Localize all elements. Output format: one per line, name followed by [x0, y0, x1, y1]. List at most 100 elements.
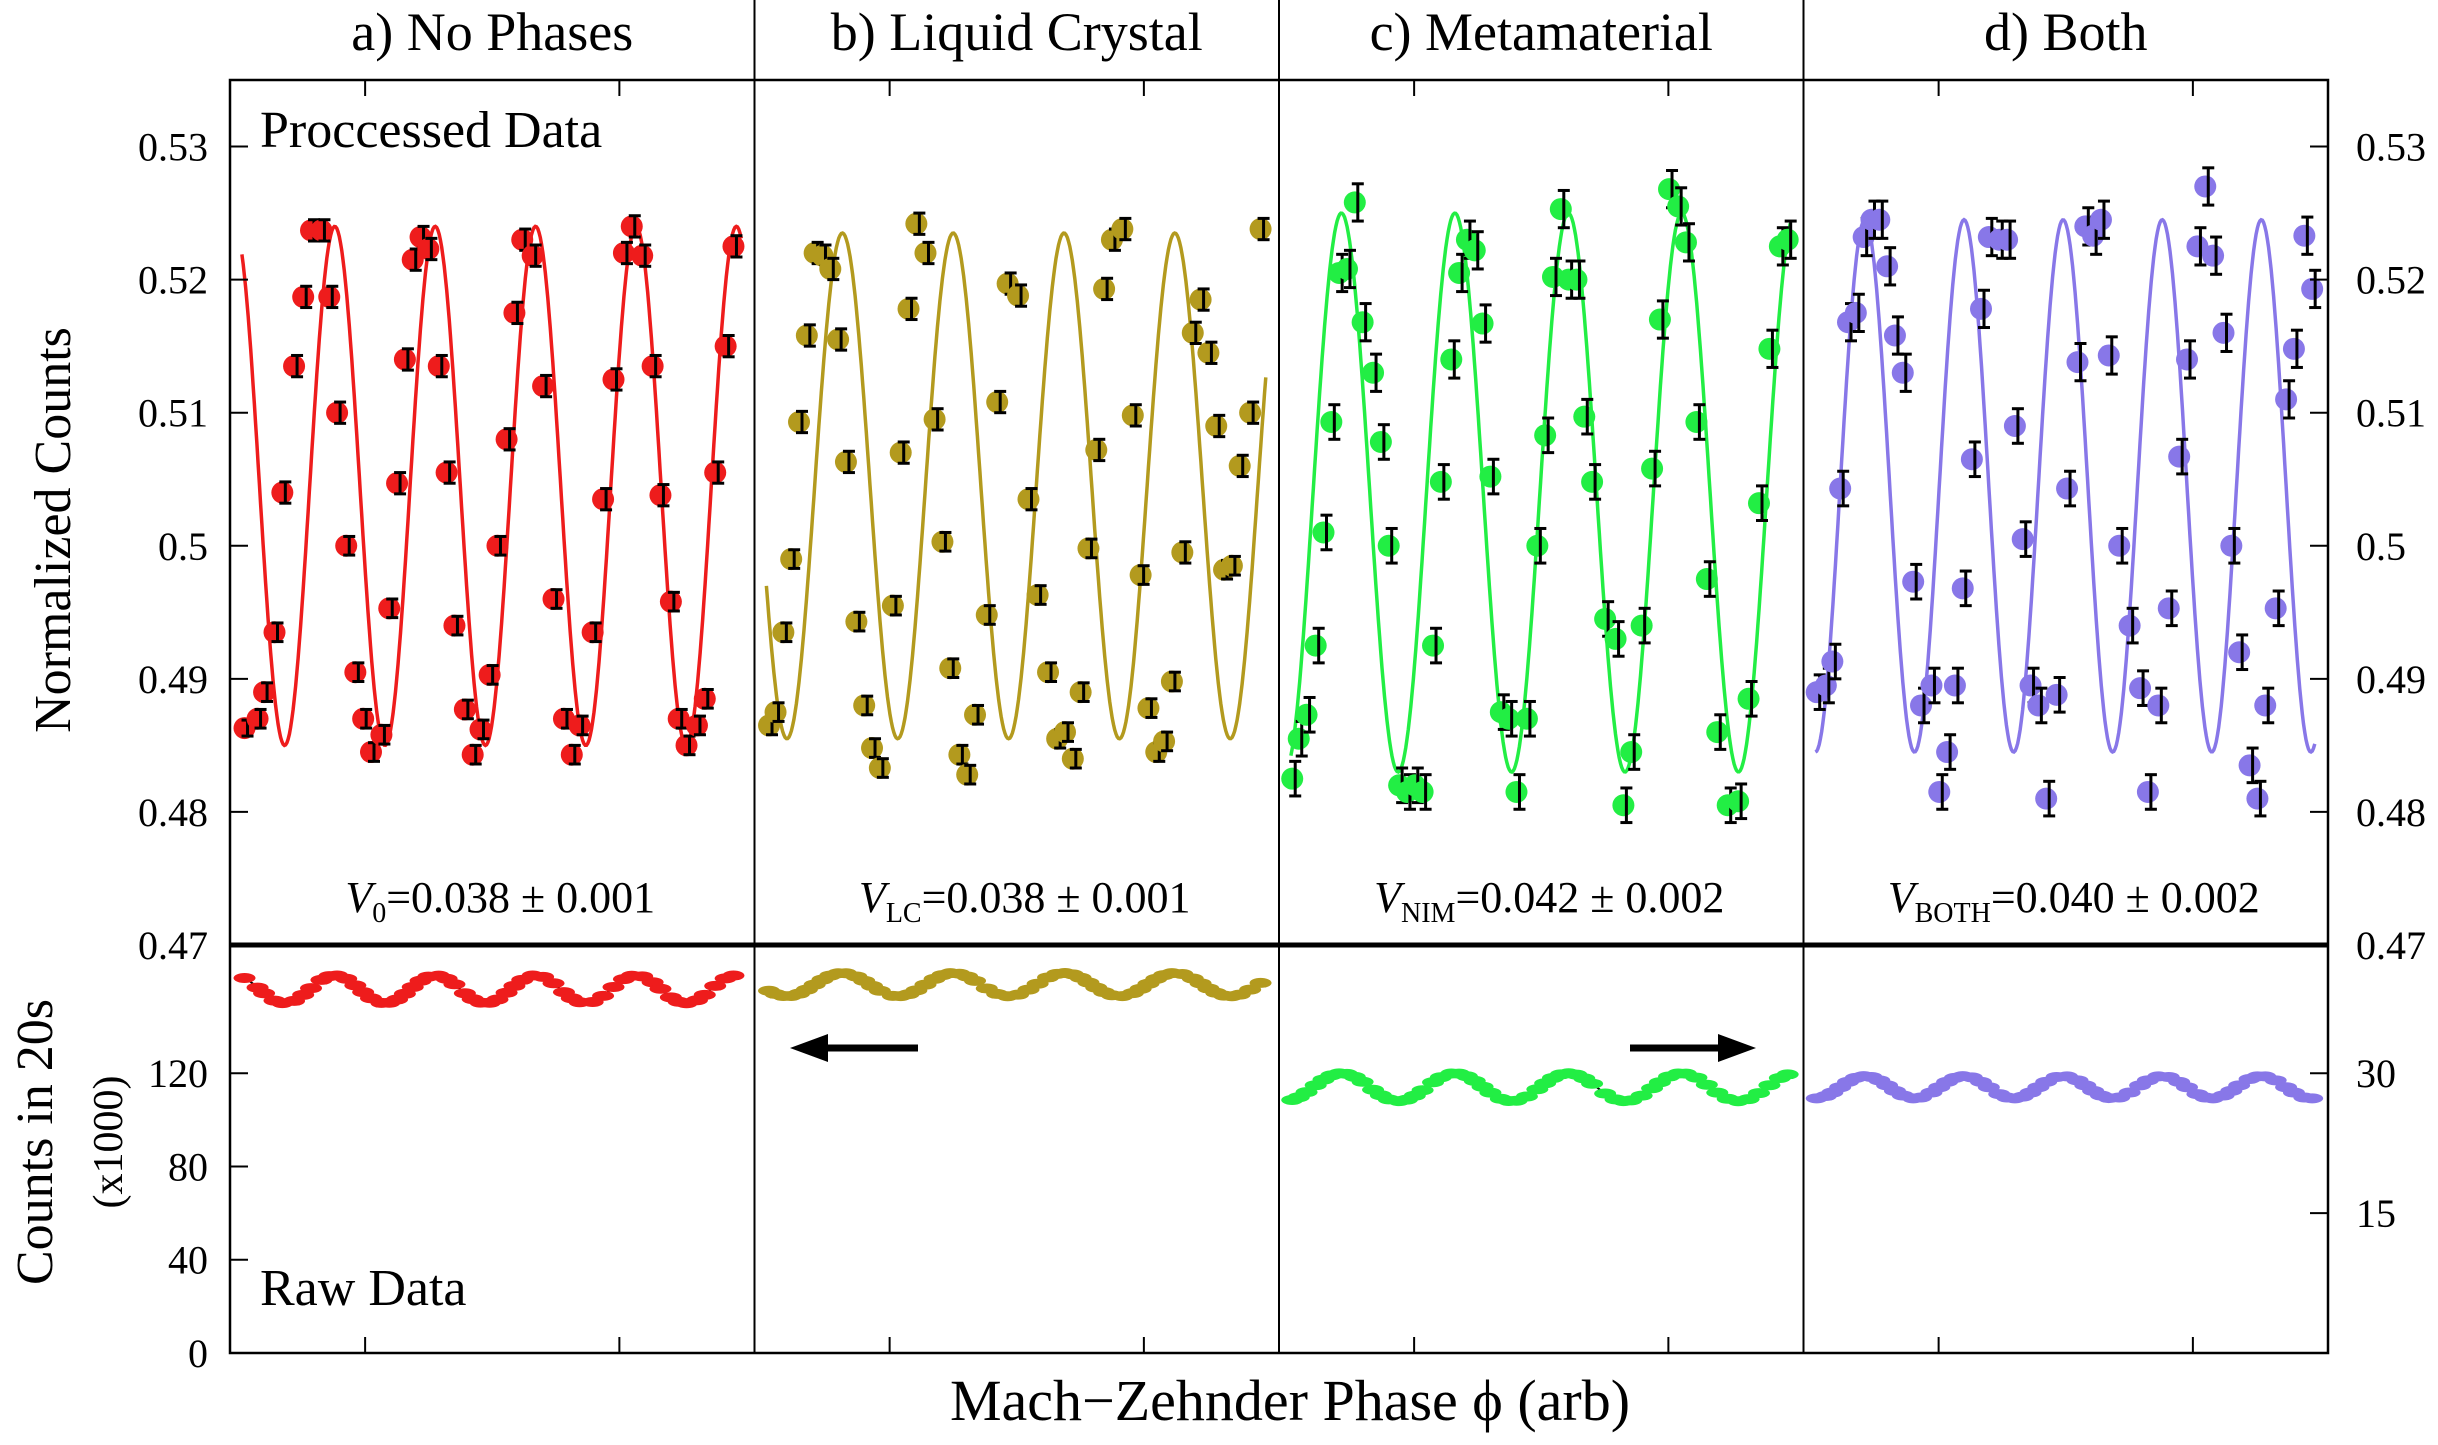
- top-left-tick-label: 0.48: [138, 790, 208, 835]
- data-points: [233, 166, 2324, 825]
- data-point: [1581, 470, 1604, 493]
- data-point: [2282, 337, 2305, 360]
- data-point: [1312, 521, 1335, 544]
- top-right-tick-label: 0.52: [2356, 258, 2426, 303]
- data-point: [1667, 195, 1690, 218]
- bottom-left-tick-label: 120: [148, 1051, 208, 1096]
- data-point: [592, 488, 615, 511]
- panel-title: c) Metamaterial: [1370, 2, 1713, 62]
- raw-data-point: [1630, 1090, 1653, 1101]
- fit-curve: [1289, 211, 1793, 774]
- data-point: [1239, 401, 1262, 424]
- bottom-right-tick-label: 15: [2356, 1191, 2396, 1236]
- data-point: [393, 348, 416, 371]
- raw-data-point: [649, 983, 672, 994]
- data-point: [631, 244, 654, 267]
- data-point: [1936, 741, 1959, 764]
- fit-curve: [764, 231, 1268, 741]
- data-point: [1695, 568, 1718, 591]
- raw-data-point: [602, 982, 625, 993]
- data-point: [478, 663, 501, 686]
- bottom-axis-label: Counts in 20s: [7, 999, 64, 1285]
- visibility-label: VNIM=0.042 ± 0.002: [1374, 873, 1724, 929]
- visibility-label: VLC=0.038 ± 0.001: [859, 873, 1191, 929]
- data-point: [1007, 284, 1030, 307]
- data-point: [568, 714, 591, 737]
- data-point: [704, 461, 727, 484]
- data-point: [2220, 534, 2243, 557]
- data-point: [659, 590, 682, 613]
- data-point: [2045, 683, 2068, 706]
- x-axis-label: Mach−Zehnder Phase ϕ (arb): [950, 1368, 1630, 1433]
- data-point: [1053, 721, 1076, 744]
- data-point: [2089, 208, 2112, 231]
- data-point: [1658, 178, 1681, 201]
- data-point: [1497, 707, 1520, 730]
- data-point: [532, 375, 555, 398]
- data-point: [1448, 261, 1471, 284]
- data-point: [318, 285, 341, 308]
- data-point: [1351, 311, 1374, 334]
- data-point: [1951, 577, 1974, 600]
- data-point: [2118, 614, 2141, 637]
- data-point: [2264, 597, 2287, 620]
- data-point: [511, 228, 534, 251]
- data-point: [1565, 268, 1588, 291]
- raw-data-point: [1747, 1088, 1770, 1099]
- data-point: [2035, 787, 2058, 810]
- top-right-tick-label: 0.5: [2356, 524, 2406, 569]
- data-point: [1422, 634, 1445, 657]
- top-left-tick-label: 0.51: [138, 391, 208, 436]
- raw-data-point: [964, 975, 987, 986]
- raw-data-point: [1515, 1091, 1538, 1102]
- data-point: [359, 741, 382, 764]
- data-point: [764, 701, 787, 724]
- data-point: [1189, 288, 1212, 311]
- data-point: [1121, 404, 1144, 427]
- data-point: [1910, 694, 1933, 717]
- data-point: [503, 301, 526, 324]
- data-point: [1526, 534, 1549, 557]
- visibility-label: VBOTH=0.040 ± 0.002: [1888, 873, 2260, 929]
- data-point: [1515, 707, 1538, 730]
- bottom-left-tick-label: 0: [188, 1331, 208, 1376]
- data-point: [2254, 694, 2277, 717]
- data-point: [486, 534, 509, 557]
- data-point: [344, 661, 367, 684]
- visibility-annotations: V0=0.038 ± 0.001 VLC=0.038 ± 0.001 VNIM=0.…: [345, 873, 2259, 929]
- data-point: [914, 242, 937, 264]
- panel-titles: a) No Phases b) Liquid Crystal c) Metamate…: [351, 2, 2147, 62]
- data-point: [923, 408, 946, 431]
- data-point: [2202, 244, 2225, 267]
- top-left-tick-label: 0.47: [138, 923, 208, 968]
- data-point: [641, 355, 664, 378]
- data-point: [1093, 277, 1116, 300]
- data-point: [271, 481, 294, 504]
- raw-data-label: Raw Data: [260, 1260, 466, 1317]
- data-point: [1228, 454, 1251, 477]
- data-point: [1320, 411, 1343, 434]
- data-point: [1758, 337, 1781, 360]
- fit-curve: [1814, 217, 2317, 755]
- data-point: [1181, 321, 1204, 344]
- panel-title: d) Both: [1984, 2, 2148, 62]
- data-point: [443, 614, 466, 637]
- data-point: [897, 297, 920, 320]
- data-point: [1612, 794, 1635, 817]
- data-point: [1594, 607, 1617, 630]
- data-point: [2056, 477, 2079, 500]
- raw-data-point: [1776, 1069, 1799, 1080]
- data-point: [1362, 361, 1385, 384]
- data-point: [714, 335, 737, 358]
- panel-title: b) Liquid Crystal: [831, 2, 1203, 62]
- data-point: [986, 391, 1009, 414]
- data-point: [1037, 661, 1060, 684]
- data-point: [2168, 445, 2191, 468]
- panel-title: a) No Phases: [351, 2, 633, 62]
- data-point: [292, 285, 315, 308]
- data-point: [461, 743, 484, 766]
- data-point: [964, 703, 987, 726]
- data-point: [2066, 351, 2089, 374]
- data-point: [675, 734, 698, 757]
